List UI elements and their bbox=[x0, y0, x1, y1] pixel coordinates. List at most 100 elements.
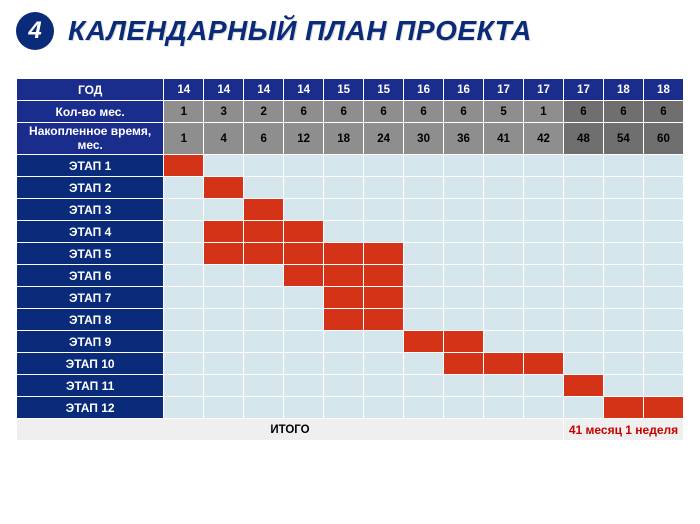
header-label-year: ГОД bbox=[17, 79, 164, 101]
gantt-cell bbox=[603, 221, 643, 243]
cumulative-cell: 12 bbox=[284, 123, 324, 155]
gantt-cell bbox=[324, 243, 364, 265]
gantt-cell bbox=[444, 287, 484, 309]
stage-label: ЭТАП 7 bbox=[17, 287, 164, 309]
gantt-cell bbox=[524, 177, 564, 199]
cumulative-cell: 36 bbox=[444, 123, 484, 155]
year-cell: 14 bbox=[244, 79, 284, 101]
cumulative-cell: 41 bbox=[484, 123, 524, 155]
gantt-cell bbox=[324, 397, 364, 419]
gantt-cell bbox=[484, 265, 524, 287]
gantt-cell bbox=[484, 177, 524, 199]
gantt-cell bbox=[164, 375, 204, 397]
stage-label: ЭТАП 5 bbox=[17, 243, 164, 265]
gantt-cell bbox=[204, 199, 244, 221]
year-cell: 18 bbox=[643, 79, 683, 101]
gantt-cell bbox=[324, 309, 364, 331]
gantt-cell bbox=[563, 375, 603, 397]
gantt-cell bbox=[364, 199, 404, 221]
gantt-cell bbox=[164, 243, 204, 265]
month-cell: 6 bbox=[444, 101, 484, 123]
stage-row: ЭТАП 11 bbox=[17, 375, 684, 397]
heading-badge-number: 4 bbox=[28, 17, 41, 45]
gantt-cell bbox=[324, 177, 364, 199]
cumulative-cell: 48 bbox=[563, 123, 603, 155]
gantt-cell bbox=[563, 177, 603, 199]
gantt-cell bbox=[603, 397, 643, 419]
gantt-cell bbox=[244, 221, 284, 243]
gantt-cell bbox=[563, 199, 603, 221]
gantt-cell bbox=[643, 331, 683, 353]
gantt-cell bbox=[524, 331, 564, 353]
gantt-cell bbox=[204, 243, 244, 265]
year-cell: 17 bbox=[563, 79, 603, 101]
gantt-chart: ГОД14141414151516161717171818Кол-во мес.… bbox=[16, 78, 684, 441]
gantt-cell bbox=[444, 375, 484, 397]
gantt-cell bbox=[444, 221, 484, 243]
gantt-cell bbox=[284, 375, 324, 397]
gantt-cell bbox=[404, 397, 444, 419]
gantt-cell bbox=[204, 265, 244, 287]
gantt-cell bbox=[204, 375, 244, 397]
stage-label: ЭТАП 4 bbox=[17, 221, 164, 243]
stage-row: ЭТАП 7 bbox=[17, 287, 684, 309]
gantt-cell bbox=[643, 287, 683, 309]
cumulative-cell: 4 bbox=[204, 123, 244, 155]
gantt-cell bbox=[324, 287, 364, 309]
month-cell: 2 bbox=[244, 101, 284, 123]
stage-label: ЭТАП 3 bbox=[17, 199, 164, 221]
gantt-cell bbox=[563, 353, 603, 375]
month-cell: 5 bbox=[484, 101, 524, 123]
gantt-cell bbox=[524, 243, 564, 265]
month-cell: 6 bbox=[563, 101, 603, 123]
gantt-cell bbox=[643, 177, 683, 199]
gantt-cell bbox=[404, 177, 444, 199]
gantt-cell bbox=[484, 375, 524, 397]
month-cell: 6 bbox=[324, 101, 364, 123]
gantt-cell bbox=[284, 331, 324, 353]
gantt-cell bbox=[244, 287, 284, 309]
gantt-table: ГОД14141414151516161717171818Кол-во мес.… bbox=[16, 78, 684, 441]
year-cell: 17 bbox=[524, 79, 564, 101]
gantt-cell bbox=[643, 265, 683, 287]
gantt-cell bbox=[204, 309, 244, 331]
gantt-cell bbox=[404, 221, 444, 243]
stage-row: ЭТАП 5 bbox=[17, 243, 684, 265]
footer-row: ИТОГО41 месяц 1 неделя bbox=[17, 419, 684, 441]
gantt-cell bbox=[324, 331, 364, 353]
gantt-cell bbox=[324, 199, 364, 221]
cumulative-cell: 1 bbox=[164, 123, 204, 155]
cumulative-cell: 60 bbox=[643, 123, 683, 155]
cumulative-cell: 18 bbox=[324, 123, 364, 155]
stage-row: ЭТАП 6 bbox=[17, 265, 684, 287]
month-cell: 6 bbox=[404, 101, 444, 123]
gantt-cell bbox=[364, 287, 404, 309]
gantt-cell bbox=[524, 155, 564, 177]
gantt-cell bbox=[404, 309, 444, 331]
cumulative-cell: 30 bbox=[404, 123, 444, 155]
gantt-cell bbox=[404, 265, 444, 287]
gantt-cell bbox=[643, 397, 683, 419]
gantt-cell bbox=[164, 309, 204, 331]
gantt-cell bbox=[244, 155, 284, 177]
gantt-cell bbox=[484, 221, 524, 243]
month-cell: 6 bbox=[284, 101, 324, 123]
stage-row: ЭТАП 4 bbox=[17, 221, 684, 243]
gantt-cell bbox=[603, 353, 643, 375]
stage-label: ЭТАП 1 bbox=[17, 155, 164, 177]
gantt-cell bbox=[244, 177, 284, 199]
heading-title: КАЛЕНДАРНЫЙ ПЛАН ПРОЕКТА bbox=[68, 15, 532, 47]
gantt-cell bbox=[164, 331, 204, 353]
gantt-cell bbox=[524, 199, 564, 221]
gantt-cell bbox=[603, 265, 643, 287]
gantt-cell bbox=[244, 243, 284, 265]
cumulative-cell: 24 bbox=[364, 123, 404, 155]
stage-row: ЭТАП 1 bbox=[17, 155, 684, 177]
year-cell: 14 bbox=[204, 79, 244, 101]
year-cell: 15 bbox=[324, 79, 364, 101]
gantt-cell bbox=[444, 397, 484, 419]
gantt-cell bbox=[204, 353, 244, 375]
header-row-months: Кол-во мес.1326666651666 bbox=[17, 101, 684, 123]
gantt-cell bbox=[364, 375, 404, 397]
gantt-cell bbox=[643, 155, 683, 177]
